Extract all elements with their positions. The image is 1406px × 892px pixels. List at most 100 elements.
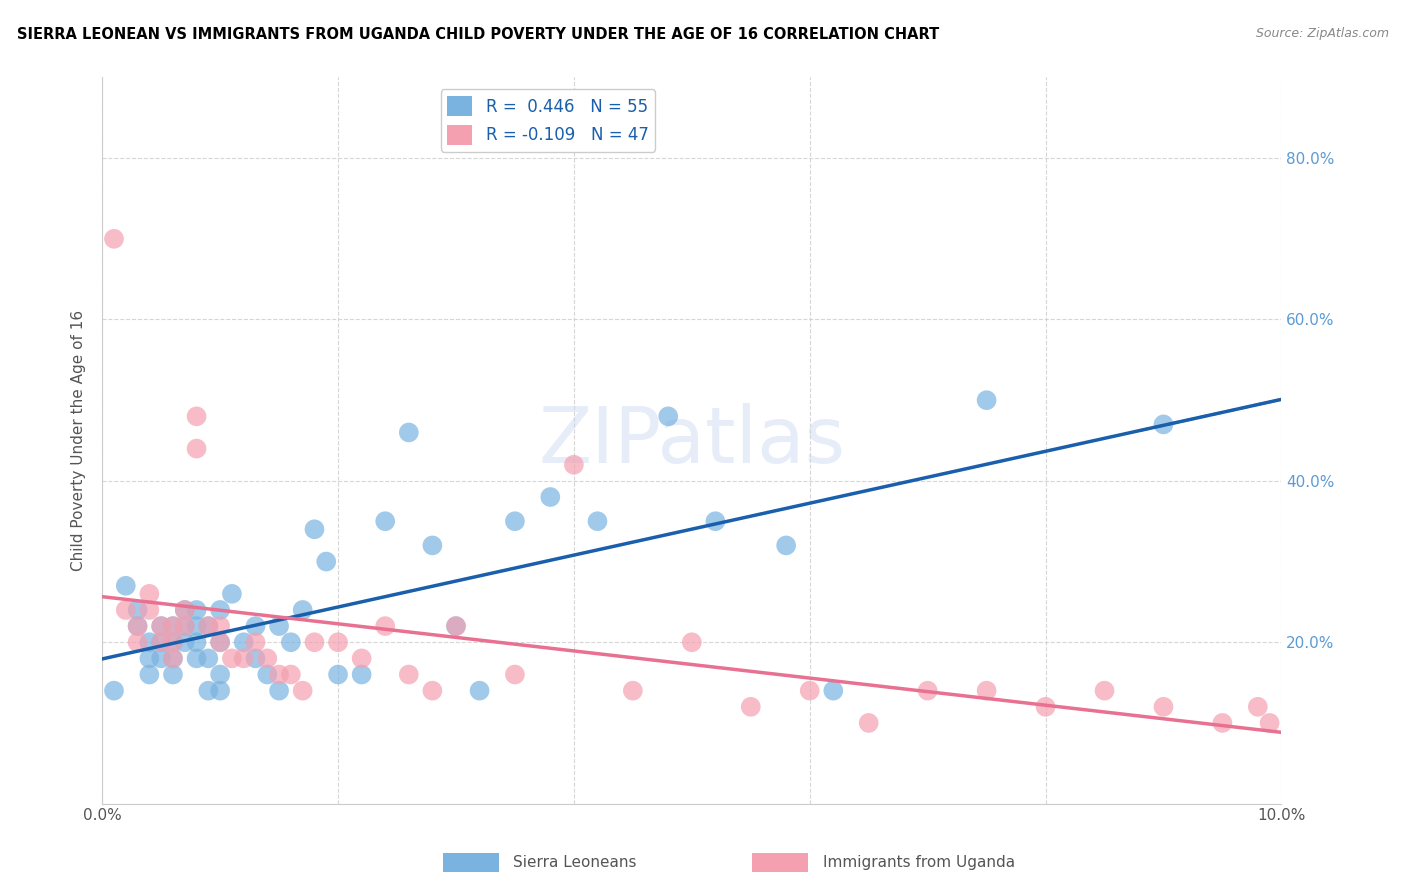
Point — [267, 667, 290, 681]
Point — [350, 667, 373, 681]
Point — [1211, 715, 1233, 730]
Point — [138, 635, 160, 649]
Point — [256, 667, 278, 681]
Point — [657, 409, 679, 424]
Point — [150, 619, 173, 633]
Point — [186, 635, 208, 649]
Point — [186, 442, 208, 456]
Point — [538, 490, 561, 504]
Point — [114, 603, 136, 617]
Point — [162, 619, 184, 633]
Point — [586, 514, 609, 528]
Point — [186, 409, 208, 424]
Point — [221, 587, 243, 601]
Point — [245, 635, 267, 649]
Point — [245, 651, 267, 665]
Point — [197, 619, 219, 633]
Point — [209, 667, 232, 681]
Point — [1094, 683, 1116, 698]
Point — [1258, 715, 1281, 730]
Point — [197, 683, 219, 698]
Point — [150, 635, 173, 649]
Point — [374, 514, 396, 528]
Point — [304, 635, 326, 649]
Point — [503, 514, 526, 528]
Point — [704, 514, 727, 528]
Point — [150, 651, 173, 665]
Point — [162, 651, 184, 665]
Point — [173, 619, 195, 633]
Text: Immigrants from Uganda: Immigrants from Uganda — [823, 855, 1015, 870]
Point — [621, 683, 644, 698]
Point — [150, 619, 173, 633]
Point — [823, 683, 845, 698]
Point — [315, 555, 337, 569]
Point — [186, 603, 208, 617]
Point — [681, 635, 703, 649]
Point — [162, 667, 184, 681]
Point — [1247, 699, 1270, 714]
Point — [775, 538, 797, 552]
Point — [267, 619, 290, 633]
Text: Source: ZipAtlas.com: Source: ZipAtlas.com — [1256, 27, 1389, 40]
Point — [280, 635, 302, 649]
Point — [444, 619, 467, 633]
Point — [291, 603, 314, 617]
Point — [256, 651, 278, 665]
Point — [976, 683, 998, 698]
Point — [232, 651, 254, 665]
Point — [150, 635, 173, 649]
Point — [186, 619, 208, 633]
Point — [326, 635, 349, 649]
Point — [422, 683, 444, 698]
Point — [221, 651, 243, 665]
Point — [422, 538, 444, 552]
Point — [976, 393, 998, 408]
Point — [162, 651, 184, 665]
Point — [162, 635, 184, 649]
Point — [138, 603, 160, 617]
Point — [1153, 699, 1175, 714]
Point — [326, 667, 349, 681]
Point — [173, 635, 195, 649]
Point — [186, 651, 208, 665]
Point — [197, 651, 219, 665]
Point — [173, 619, 195, 633]
Legend: R =  0.446   N = 55, R = -0.109   N = 47: R = 0.446 N = 55, R = -0.109 N = 47 — [440, 89, 655, 152]
Point — [127, 619, 149, 633]
Point — [444, 619, 467, 633]
Point — [103, 232, 125, 246]
Text: ZIPatlas: ZIPatlas — [538, 402, 845, 478]
Point — [209, 683, 232, 698]
Point — [173, 603, 195, 617]
Point — [138, 667, 160, 681]
Point — [127, 603, 149, 617]
Y-axis label: Child Poverty Under the Age of 16: Child Poverty Under the Age of 16 — [72, 310, 86, 571]
Point — [209, 635, 232, 649]
Point — [138, 651, 160, 665]
Point — [374, 619, 396, 633]
Point — [138, 587, 160, 601]
Point — [173, 603, 195, 617]
Point — [245, 619, 267, 633]
Point — [858, 715, 880, 730]
Point — [917, 683, 939, 698]
Point — [503, 667, 526, 681]
Text: Sierra Leoneans: Sierra Leoneans — [513, 855, 637, 870]
Point — [1035, 699, 1057, 714]
Point — [280, 667, 302, 681]
Point — [162, 619, 184, 633]
Point — [562, 458, 585, 472]
Point — [127, 619, 149, 633]
Point — [1153, 417, 1175, 432]
Point — [267, 683, 290, 698]
Point — [209, 635, 232, 649]
Point — [398, 425, 420, 440]
Point — [103, 683, 125, 698]
Point — [209, 619, 232, 633]
Point — [114, 579, 136, 593]
Point — [232, 635, 254, 649]
Point — [304, 522, 326, 536]
Point — [468, 683, 491, 698]
Text: SIERRA LEONEAN VS IMMIGRANTS FROM UGANDA CHILD POVERTY UNDER THE AGE OF 16 CORRE: SIERRA LEONEAN VS IMMIGRANTS FROM UGANDA… — [17, 27, 939, 42]
